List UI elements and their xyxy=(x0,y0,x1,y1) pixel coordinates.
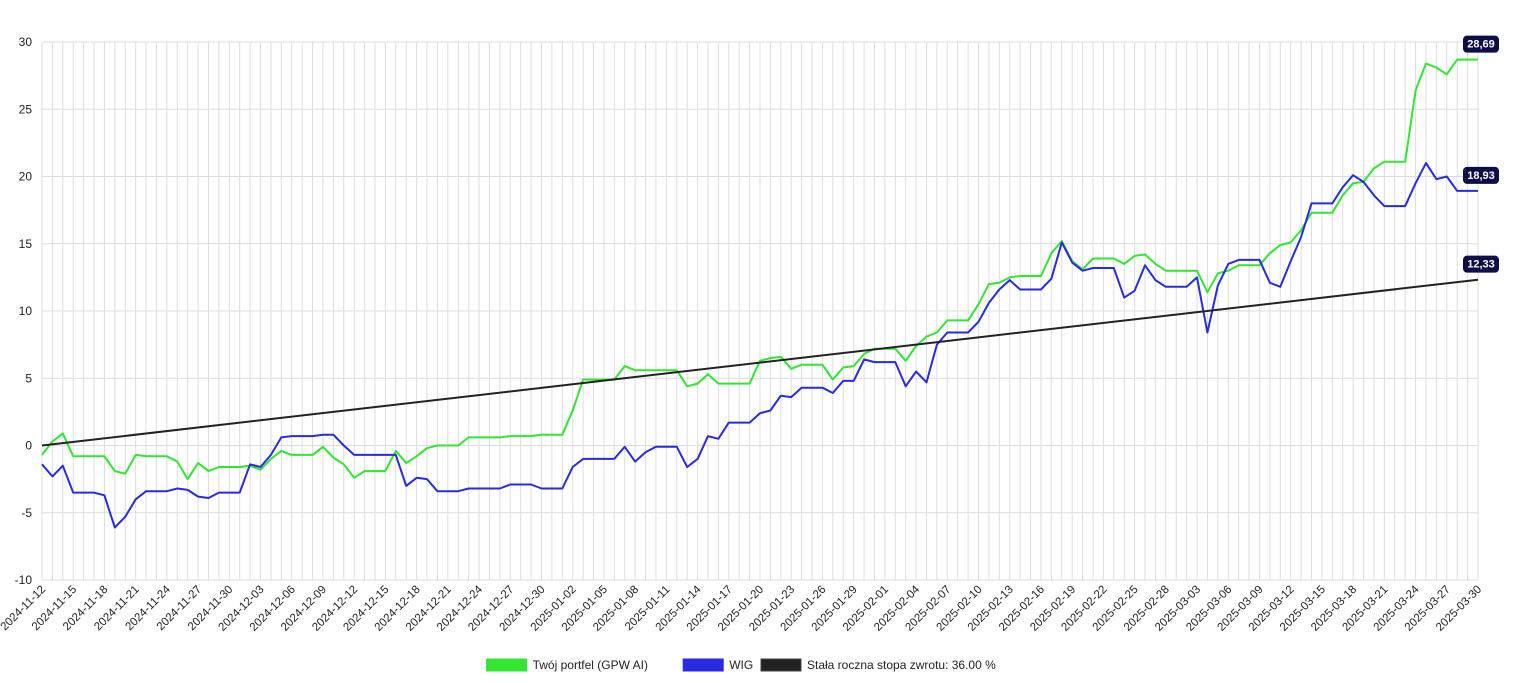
legend-label: Twój portfel (GPW AI) xyxy=(533,658,648,672)
grid xyxy=(41,41,1479,581)
y-tick-label: 15 xyxy=(19,237,33,251)
series-line-0 xyxy=(41,58,1478,481)
y-tick-label: 25 xyxy=(19,102,33,116)
end-label: 28,69 xyxy=(1467,39,1495,51)
legend-item-2[interactable]: Stała roczna stopa zwrotu: 36.00 % xyxy=(760,658,996,672)
legend-item-0[interactable]: Twój portfel (GPW AI) xyxy=(486,658,648,672)
y-tick-label: 20 xyxy=(19,170,33,184)
legend-label: WIG xyxy=(729,658,753,672)
legend-swatch xyxy=(760,658,802,672)
series-line-2 xyxy=(41,278,1479,447)
series-line-1 xyxy=(41,162,1478,529)
end-label-box xyxy=(1463,166,1499,184)
end-label-box xyxy=(1463,35,1499,53)
y-axis: -10 -5 0 5 10 15 20 25 30 xyxy=(15,35,33,587)
series-lines xyxy=(41,58,1479,529)
legend-swatch xyxy=(682,658,724,672)
end-label-box xyxy=(1463,255,1499,273)
y-tick-label: 5 xyxy=(25,371,32,385)
legend: Twój portfel (GPW AI) WIG Stała roczna sto… xyxy=(486,658,996,672)
legend-item-1[interactable]: WIG xyxy=(682,658,753,672)
x-axis: 2024-11-122024-11-152024-11-182024-11-21… xyxy=(0,583,1484,634)
end-labels: 28,69 18,93 12,33 xyxy=(1463,35,1499,273)
y-tick-label: 10 xyxy=(19,304,33,318)
end-label: 12,33 xyxy=(1467,259,1495,271)
legend-swatch xyxy=(486,658,528,672)
legend-label: Stała roczna stopa zwrotu: 36.00 % xyxy=(807,658,996,672)
y-tick-label: -5 xyxy=(21,506,32,520)
y-tick-label: 0 xyxy=(25,439,32,453)
y-tick-label: 30 xyxy=(19,35,33,49)
end-label: 18,93 xyxy=(1467,170,1495,182)
y-tick-label: -10 xyxy=(15,573,33,587)
